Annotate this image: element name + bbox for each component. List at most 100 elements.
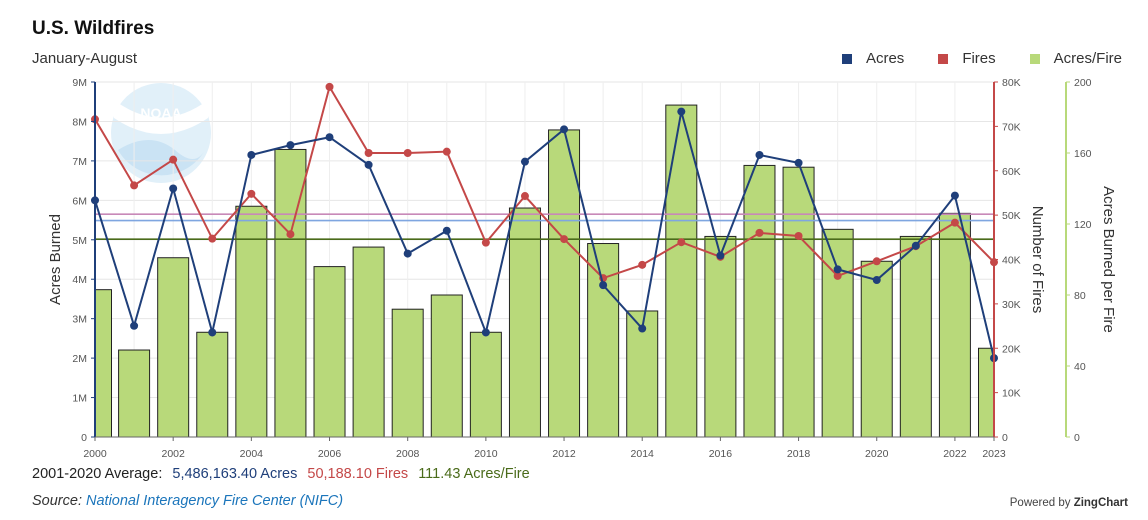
acres-point	[560, 125, 569, 134]
x-tick-label: 2022	[943, 448, 967, 460]
y-left-tick-label: 6M	[72, 195, 87, 207]
average-acres: 5,486,163.40 Acres	[172, 466, 298, 482]
acres-per-fire-bar	[860, 260, 893, 438]
fires-point	[794, 231, 803, 240]
acres-point	[247, 150, 256, 159]
acres-point	[599, 281, 608, 290]
y-far-right-axis-title: Acres Burned per Fire	[1100, 186, 1117, 333]
x-tick-label: 2014	[631, 448, 655, 460]
y-far-right-tick-label: 200	[1074, 77, 1092, 89]
y-left-tick-label: 1M	[72, 393, 87, 405]
acres-point	[442, 226, 451, 235]
y-left-tick-label: 5M	[72, 235, 87, 247]
acres-point	[911, 241, 920, 250]
x-tick-label: 2020	[865, 448, 889, 460]
fires-point	[755, 228, 764, 237]
y-left-tick-label: 7M	[72, 156, 87, 168]
acres-per-fire-bar	[430, 294, 463, 438]
y-left-tick-label: 0	[81, 432, 87, 444]
fires-point	[208, 234, 217, 243]
acres-per-fire-bar	[94, 289, 112, 438]
y-left-tick-label: 8M	[72, 116, 87, 128]
y-right-tick-label: 10K	[1002, 388, 1021, 400]
x-tick-label: 2002	[161, 448, 185, 460]
legend-item-acres[interactable]: Acres	[841, 50, 905, 67]
fires-point	[950, 218, 959, 227]
y-left-tick-label: 4M	[72, 274, 87, 286]
acres-point	[286, 141, 295, 150]
legend-item-acres-per-fire[interactable]: Acres/Fire	[1029, 50, 1122, 67]
x-tick-label: 2006	[318, 448, 342, 460]
fires-line	[94, 84, 995, 280]
acres-per-fire-bar	[548, 129, 581, 438]
y-right-tick-label: 30K	[1002, 299, 1021, 311]
chart-title: U.S. Wildfires	[32, 18, 155, 39]
acres-per-fire-bar	[938, 212, 971, 438]
y-right-tick-label: 50K	[1002, 210, 1021, 222]
y-right-tick-label: 0	[1002, 432, 1008, 444]
legend-swatch-acres-per-fire	[1029, 53, 1040, 64]
y-left-tick-label: 3M	[72, 314, 87, 326]
fires-point	[638, 260, 647, 269]
legend-label-fires: Fires	[962, 50, 996, 67]
acres-per-fire-bar	[978, 347, 995, 438]
acres-per-fire-bar	[704, 235, 737, 438]
fires-point	[872, 257, 881, 266]
legend-swatch-acres	[841, 53, 852, 64]
x-tick-label: 2016	[709, 448, 733, 460]
y-far-right-tick-label: 0	[1074, 432, 1080, 444]
y-far-right-tick-label: 80	[1074, 290, 1086, 302]
x-tick-label: 2010	[474, 448, 498, 460]
acres-per-fire-bar	[899, 235, 932, 438]
average-acres-per-fire: 111.43 Acres/Fire	[418, 466, 530, 482]
fires-point	[560, 235, 569, 244]
acres-per-fire-bar	[157, 257, 190, 438]
legend-swatch-fires	[938, 53, 949, 64]
acres-per-fire-bar	[235, 205, 268, 438]
y-left-tick-label: 2M	[72, 353, 87, 365]
acres-per-fire-bar	[313, 266, 346, 438]
fires-point	[247, 189, 256, 198]
acres-per-fire-bar	[743, 164, 776, 438]
average-label: 2001-2020 Average:	[32, 466, 163, 482]
legend-item-fires[interactable]: Fires	[938, 50, 996, 67]
acres-point	[208, 328, 217, 337]
acres-point	[872, 276, 881, 285]
average-fires: 50,188.10 Fires	[307, 466, 409, 482]
y-right-tick-label: 70K	[1002, 121, 1021, 133]
x-tick-label: 2008	[396, 448, 420, 460]
powered-by-brand: ZingChart	[1073, 497, 1128, 509]
powered-by[interactable]: Powered by ZingChart	[1010, 497, 1128, 509]
acres-point	[638, 324, 647, 333]
y-left-tick-label: 9M	[72, 77, 87, 89]
legend-label-acres: Acres	[865, 50, 905, 67]
acres-per-fire-bar	[352, 246, 385, 438]
acres-per-fire-bar	[821, 228, 854, 438]
y-right-tick-label: 20K	[1002, 343, 1021, 355]
legend: Acres Fires Acres/Fire	[841, 50, 1122, 67]
fires-point	[364, 149, 373, 157]
acres-point	[716, 251, 725, 260]
acres-line	[94, 111, 995, 359]
acres-point	[130, 321, 139, 330]
legend-label-acres-per-fire: Acres/Fire	[1053, 50, 1122, 67]
acres-per-fire-bar	[665, 104, 698, 438]
x-tick-label: 2012	[552, 448, 576, 460]
acres-point	[169, 184, 178, 193]
acres-per-fire-bar	[118, 349, 151, 438]
source-link[interactable]: National Interagency Fire Center (NIFC)	[86, 493, 344, 509]
fires-point	[442, 147, 451, 156]
y-right-tick-label: 60K	[1002, 166, 1021, 178]
acres-point	[794, 158, 803, 167]
acres-point	[325, 133, 334, 142]
y-right-tick-label: 40K	[1002, 255, 1021, 267]
acres-point	[403, 249, 412, 258]
fires-point	[325, 82, 334, 91]
powered-by-prefix: Powered by	[1009, 497, 1071, 509]
y-right-axis-title: Number of Fires	[1029, 206, 1046, 314]
y-far-right-tick-label: 160	[1074, 148, 1092, 160]
fires-point	[169, 155, 178, 164]
y-right-tick-label: 80K	[1002, 77, 1021, 89]
fires-point	[286, 230, 295, 239]
